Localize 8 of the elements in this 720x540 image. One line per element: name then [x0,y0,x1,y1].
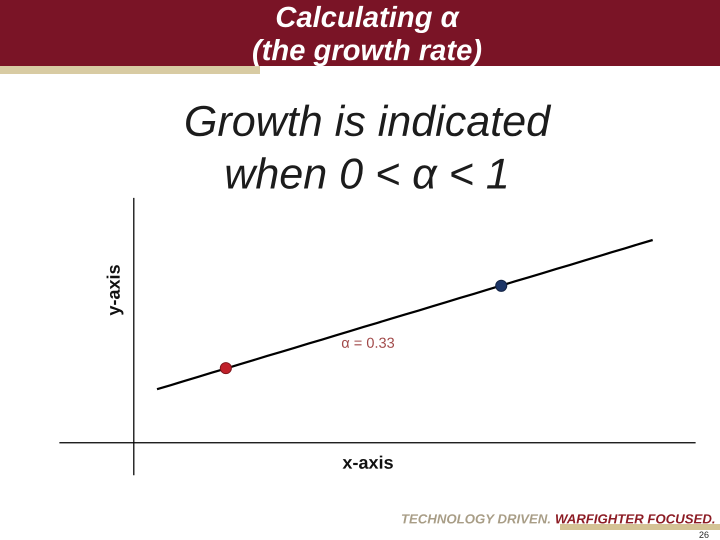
text: 26 [699,532,709,538]
chart-subtitle: Growth is indicated when 0 < α < 1 [186,104,552,189]
annotation: α = 0.33 [342,338,394,348]
chart-title: Calculating α (the growth rate) [253,6,482,66]
y-axis-title: y-axis [106,265,124,316]
text: TECHNOLOGY DRIVEN. [402,514,550,524]
x-axis-title: x-axis [342,456,393,469]
text: WARFIGHTER FOCUSED. [556,514,714,524]
